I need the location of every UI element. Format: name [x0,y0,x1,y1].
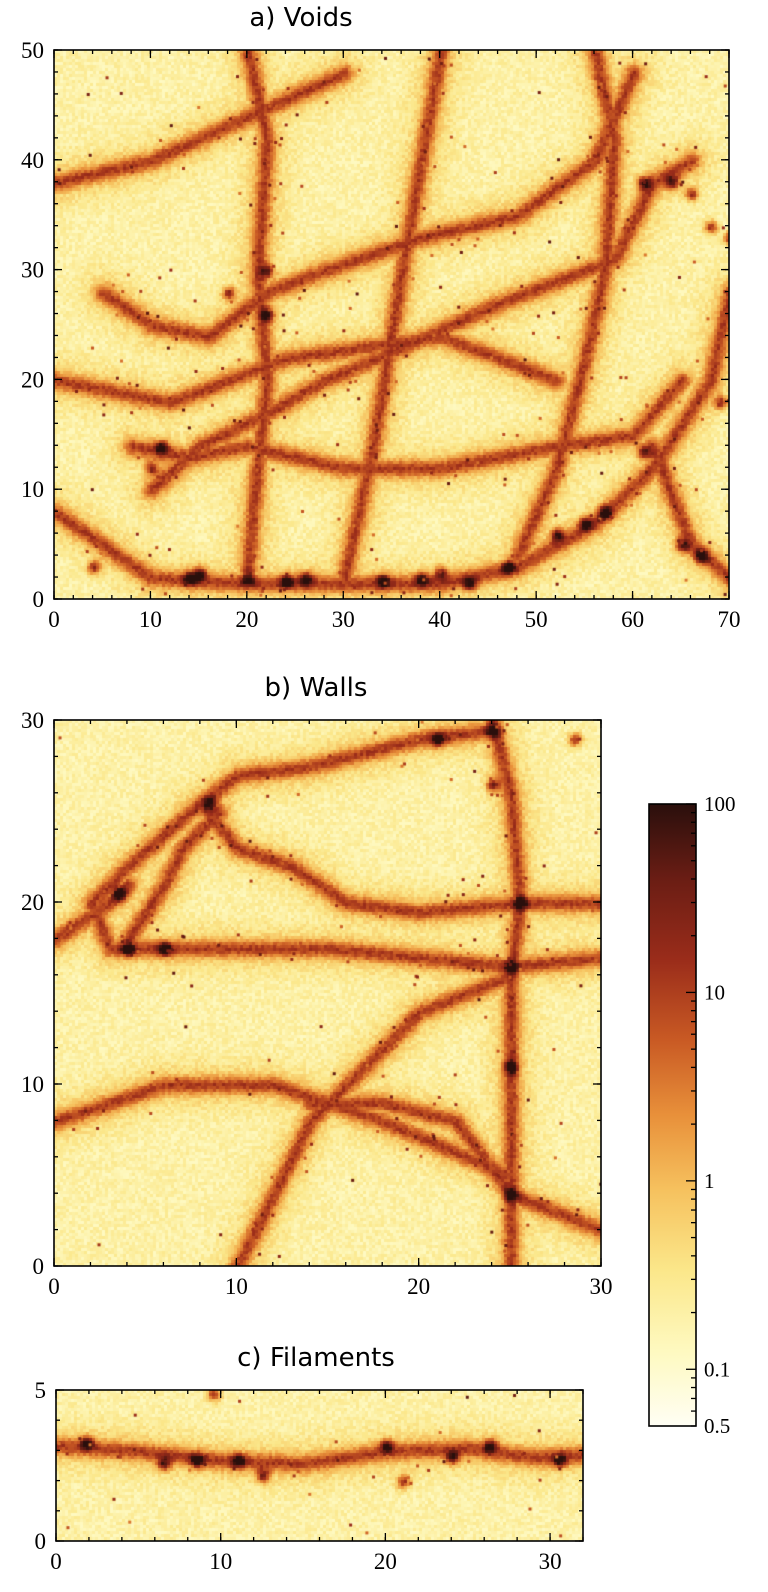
colorbar-tick-label: 0.1 [704,1357,730,1381]
colorbar-ticks: 0.1 1 10 100 0.5 [686,792,736,1438]
panel-b-frame [53,719,602,1267]
x-tick-label: 70 [718,607,741,632]
x-tick-label: 0 [48,607,60,632]
panel-a: a) Voids 0 10 20 30 40 50 60 70 0 10 20 30 40 50 [21,3,741,632]
y-tick-label: 20 [21,890,44,915]
x-tick-label: 10 [209,1549,232,1574]
panel-a-frame [53,49,730,600]
x-tick-label: 0 [48,1274,60,1299]
panel-b-title: b) Walls [265,673,368,703]
colorbar-tick-label: 1 [704,1169,715,1193]
y-tick-label: 10 [21,477,44,502]
y-tick-label: 0 [33,587,45,612]
colorbar-gradient [649,804,696,1426]
panel-c-title: c) Filaments [237,1343,395,1373]
y-tick-label: 40 [21,148,44,173]
panel-c: c) Filaments 0 10 20 30 0 5 [35,1343,584,1574]
x-tick-label: 30 [332,607,355,632]
colorbar: 0.1 1 10 100 0.5 [648,792,736,1438]
panel-b-heatmap [54,720,601,1266]
x-tick-label: 20 [407,1274,430,1299]
x-tick-label: 30 [539,1549,562,1574]
y-tick-label: 50 [21,38,44,63]
x-tick-label: 40 [428,607,451,632]
colorbar-frame [648,803,697,1427]
x-tick-label: 20 [235,607,258,632]
x-tick-label: 10 [225,1274,248,1299]
panel-c-heatmap [56,1390,583,1541]
x-tick-label: 0 [50,1549,62,1574]
panel-a-ticks: 0 10 20 30 40 50 60 70 0 10 20 30 40 50 [21,38,741,632]
panel-c-ticks: 0 10 20 30 0 5 [35,1378,584,1574]
y-tick-label: 20 [21,367,44,392]
colorbar-tick-label: 100 [704,792,736,816]
y-tick-label: 30 [21,708,44,733]
x-tick-label: 60 [621,607,644,632]
x-tick-label: 50 [525,607,548,632]
y-tick-label: 10 [21,1072,44,1097]
y-tick-label: 0 [33,1254,45,1279]
panel-a-heatmap [54,50,729,599]
colorbar-bottom-label: 0.5 [704,1414,730,1438]
colorbar-tick-label: 10 [704,980,725,1004]
panel-a-title: a) Voids [249,3,352,33]
x-tick-label: 30 [590,1274,613,1299]
x-tick-label: 10 [139,607,162,632]
panel-b: b) Walls 0 10 20 30 0 10 20 30 [21,673,613,1299]
panel-b-ticks: 0 10 20 30 0 10 20 30 [21,708,613,1299]
y-tick-label: 5 [35,1378,47,1403]
y-tick-label: 0 [35,1529,47,1554]
x-tick-label: 20 [374,1549,397,1574]
y-tick-label: 30 [21,258,44,283]
